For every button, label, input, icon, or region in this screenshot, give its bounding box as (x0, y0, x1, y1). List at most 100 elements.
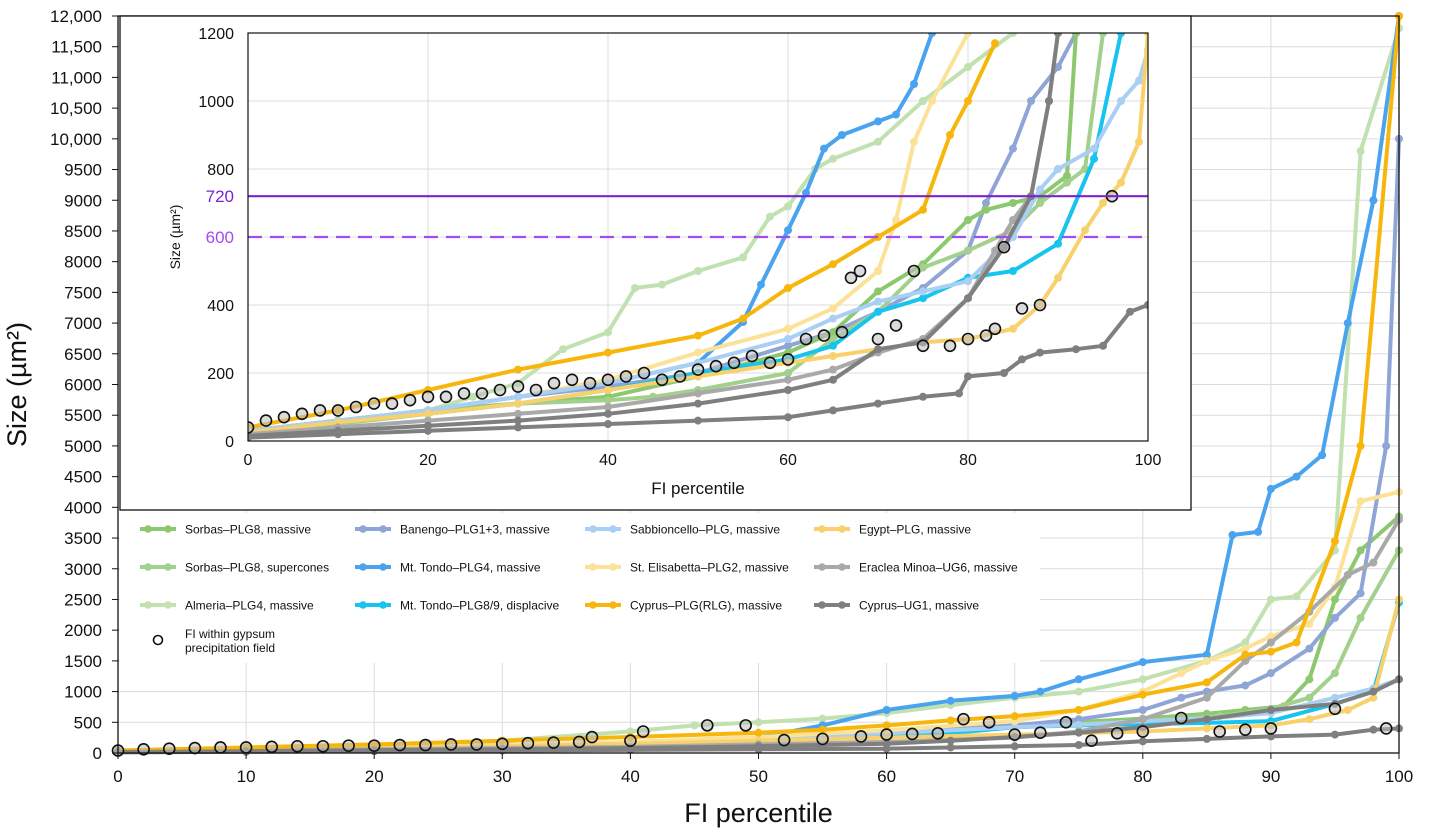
inset-series-point (964, 372, 972, 381)
main-series-point (1177, 693, 1186, 702)
main-series-point (1138, 690, 1147, 699)
inset-fi-point (248, 421, 255, 434)
inset-series-point (1126, 307, 1134, 316)
main-series-point (1305, 693, 1314, 702)
main-series-point (1202, 650, 1211, 659)
main-y-tick-label: 1500 (64, 652, 102, 671)
inset-series-point (919, 263, 927, 272)
main-fi-point (495, 737, 509, 751)
inset-series-point (1144, 301, 1148, 309)
inset-series-point (829, 154, 837, 163)
legend-fi-marker (152, 634, 164, 646)
main-series-point (1074, 720, 1083, 729)
inset-series-point (919, 287, 927, 296)
inset-series-point (874, 267, 882, 275)
inset-series-point (1090, 144, 1098, 153)
main-series-point (1305, 715, 1314, 724)
inset-series-point (955, 389, 963, 398)
inset-series-point (739, 314, 747, 323)
main-series-point (1010, 691, 1019, 700)
inset-fi-point (727, 356, 741, 370)
inset-fi-point (961, 332, 975, 346)
inset-reference-label: 720 (206, 187, 234, 206)
main-series-point (1266, 484, 1275, 493)
inset-series-point (1009, 144, 1017, 153)
inset-series-point (784, 386, 792, 394)
main-fi-point (1379, 722, 1393, 735)
inset-series-point (514, 416, 522, 425)
inset-fi-point (988, 322, 1002, 336)
main-y-tick-label: 4500 (64, 468, 102, 487)
main-y-tick-label: 8000 (64, 253, 102, 272)
inset-series-point (604, 420, 612, 428)
inset-series-point (892, 110, 900, 119)
inset-x-tick-label: 100 (1135, 452, 1162, 469)
inset-series-point (964, 277, 972, 286)
inset-series-point (1081, 226, 1089, 235)
inset-series-point (991, 246, 999, 255)
inset-series-point (982, 205, 990, 214)
main-fi-point (816, 732, 829, 746)
inset-series-point (694, 348, 702, 357)
inset-series-point (1090, 154, 1098, 163)
inset-series-point (964, 294, 972, 303)
main-series-point (1254, 527, 1263, 536)
main-fi-point (1264, 722, 1278, 735)
inset-series-point (1054, 165, 1062, 173)
main-fi-point (1085, 734, 1098, 748)
main-series-point (1241, 681, 1250, 690)
inset-fi-point (259, 414, 273, 427)
main-series-point (1074, 728, 1083, 737)
inset-series-point (739, 253, 747, 262)
inset-series-point (784, 341, 792, 350)
main-fi-point (1110, 727, 1124, 740)
inset-series-point (1099, 341, 1107, 350)
inset-x-tick-label: 40 (599, 452, 617, 469)
inset-series (248, 33, 1148, 441)
legend-swatch-point (144, 601, 152, 609)
main-series-point (754, 728, 763, 737)
inset-fi-point (844, 271, 858, 285)
inset-fi-point (673, 370, 687, 383)
inset-series-point (1135, 137, 1143, 146)
legend-label: Eraclea Minoa–UG6, massive (859, 561, 1018, 575)
inset-series-line (248, 49, 1148, 433)
main-series-point (1292, 592, 1301, 601)
main-series-point (1202, 724, 1211, 733)
inset-series-point (910, 80, 918, 88)
inset-series-point (604, 348, 612, 357)
inset-series-point (766, 212, 774, 221)
main-series-point (1241, 656, 1250, 665)
main-fi-point (585, 730, 599, 744)
main-series-point (1138, 658, 1147, 667)
main-fi-point (419, 738, 432, 752)
main-series-point (1202, 715, 1211, 724)
legend-swatch-point (379, 563, 387, 571)
inset-series-point (604, 328, 612, 337)
main-series-point (818, 714, 827, 723)
inset-series-point (1009, 324, 1017, 333)
legend-label: Cyprus–PLG(RLG), massive (630, 599, 782, 613)
inset-series-point (1063, 178, 1071, 187)
main-series-point (1343, 706, 1352, 715)
main-fi-point (521, 736, 535, 750)
main-y-tick-label: 12,000 (50, 7, 102, 26)
inset-series-point (1072, 345, 1080, 354)
inset-series-point (1054, 273, 1062, 282)
main-series-point (1138, 737, 1147, 746)
main-fi-point (957, 712, 970, 726)
legend-label: Sorbas–PLG8, supercones (185, 561, 329, 575)
inset-series-line (248, 42, 997, 430)
inset-series-point (631, 284, 639, 292)
main-series-point (1266, 706, 1275, 715)
inset-series-point (829, 406, 837, 415)
inset-fi-point (745, 349, 759, 363)
inset-series-line (248, 33, 1060, 437)
main-x-tick-label: 70 (1005, 767, 1024, 786)
main-y-tick-label: 2000 (64, 621, 102, 640)
main-fi-point (547, 736, 560, 749)
inset-series-point (694, 389, 702, 398)
main-y-tick-label: 5500 (64, 406, 102, 425)
main-y-tick-label: 500 (74, 713, 102, 732)
main-series-point (1074, 741, 1083, 750)
